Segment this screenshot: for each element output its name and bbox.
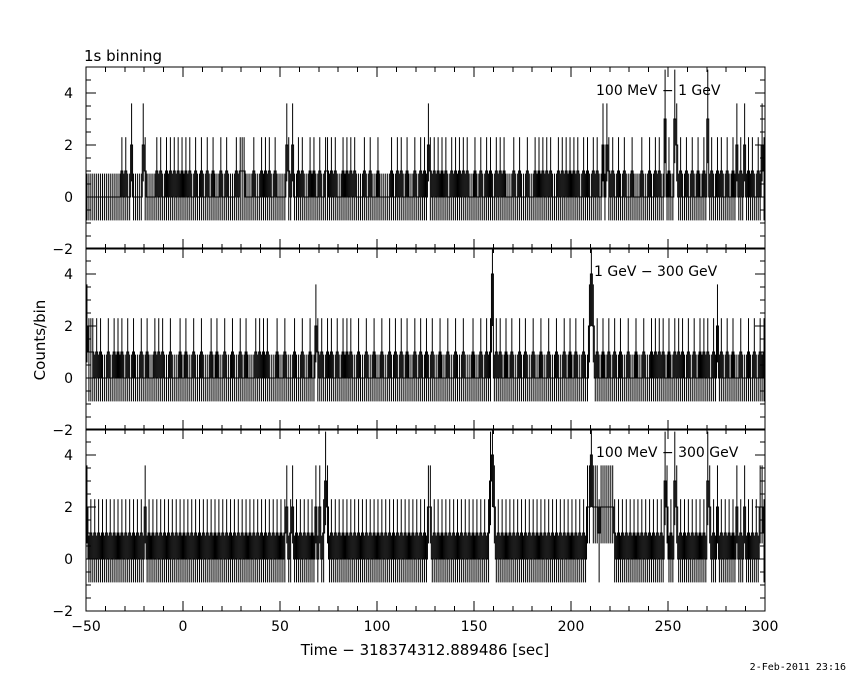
binning-label: 1s binning — [84, 47, 162, 65]
y-tick-label: 0 — [64, 371, 73, 387]
energy-band-label: 100 MeV − 300 GeV — [596, 445, 739, 461]
y-axis-label: Counts/bin — [31, 300, 49, 381]
y-tick-label: 2 — [64, 500, 73, 516]
y-tick-label: −2 — [52, 604, 73, 620]
x-tick-label: 0 — [179, 619, 188, 635]
y-tick-label: 0 — [64, 190, 73, 206]
panels-group: −2 0 2 4 100 MeV − 1 GeV −2 0 2 4 1 GeV − 300 GeV… — [52, 66, 779, 635]
x-tick-label: 150 — [461, 619, 488, 635]
y-tick-label: 4 — [64, 267, 73, 283]
x-tick-label: 50 — [271, 619, 289, 635]
data-series — [86, 69, 765, 221]
count-step-line — [86, 454, 765, 560]
y-tick-label: 2 — [64, 138, 73, 154]
x-axis-label: Time − 318374312.889486 [sec] — [300, 641, 550, 659]
y-tick-label: 4 — [64, 448, 73, 464]
data-series — [86, 248, 765, 402]
y-tick-label: −2 — [52, 423, 73, 439]
panel-3: −2 0 2 4 100 MeV − 300 GeV — [52, 428, 766, 620]
y-tick-label: 0 — [64, 552, 73, 568]
energy-band-label: 1 GeV − 300 GeV — [594, 264, 718, 280]
panel-2: −2 0 2 4 1 GeV − 300 GeV — [52, 247, 766, 439]
x-tick-label: 200 — [558, 619, 585, 635]
panel-1: −2 0 2 4 100 MeV − 1 GeV — [52, 66, 766, 258]
x-tick-label: 300 — [752, 619, 779, 635]
y-tick-label: 4 — [64, 86, 73, 102]
x-tick-label: 100 — [364, 619, 391, 635]
count-step-line — [86, 118, 765, 198]
x-tick-label: 250 — [655, 619, 682, 635]
y-tick-label: −2 — [52, 242, 73, 258]
x-tick-label: −50 — [71, 619, 101, 635]
data-series — [86, 429, 765, 583]
energy-band-label: 100 MeV − 1 GeV — [596, 83, 721, 99]
count-step-line — [86, 273, 765, 379]
y-tick-label: 2 — [64, 319, 73, 335]
timestamp: 2-Feb-2011 23:16 — [749, 662, 846, 673]
